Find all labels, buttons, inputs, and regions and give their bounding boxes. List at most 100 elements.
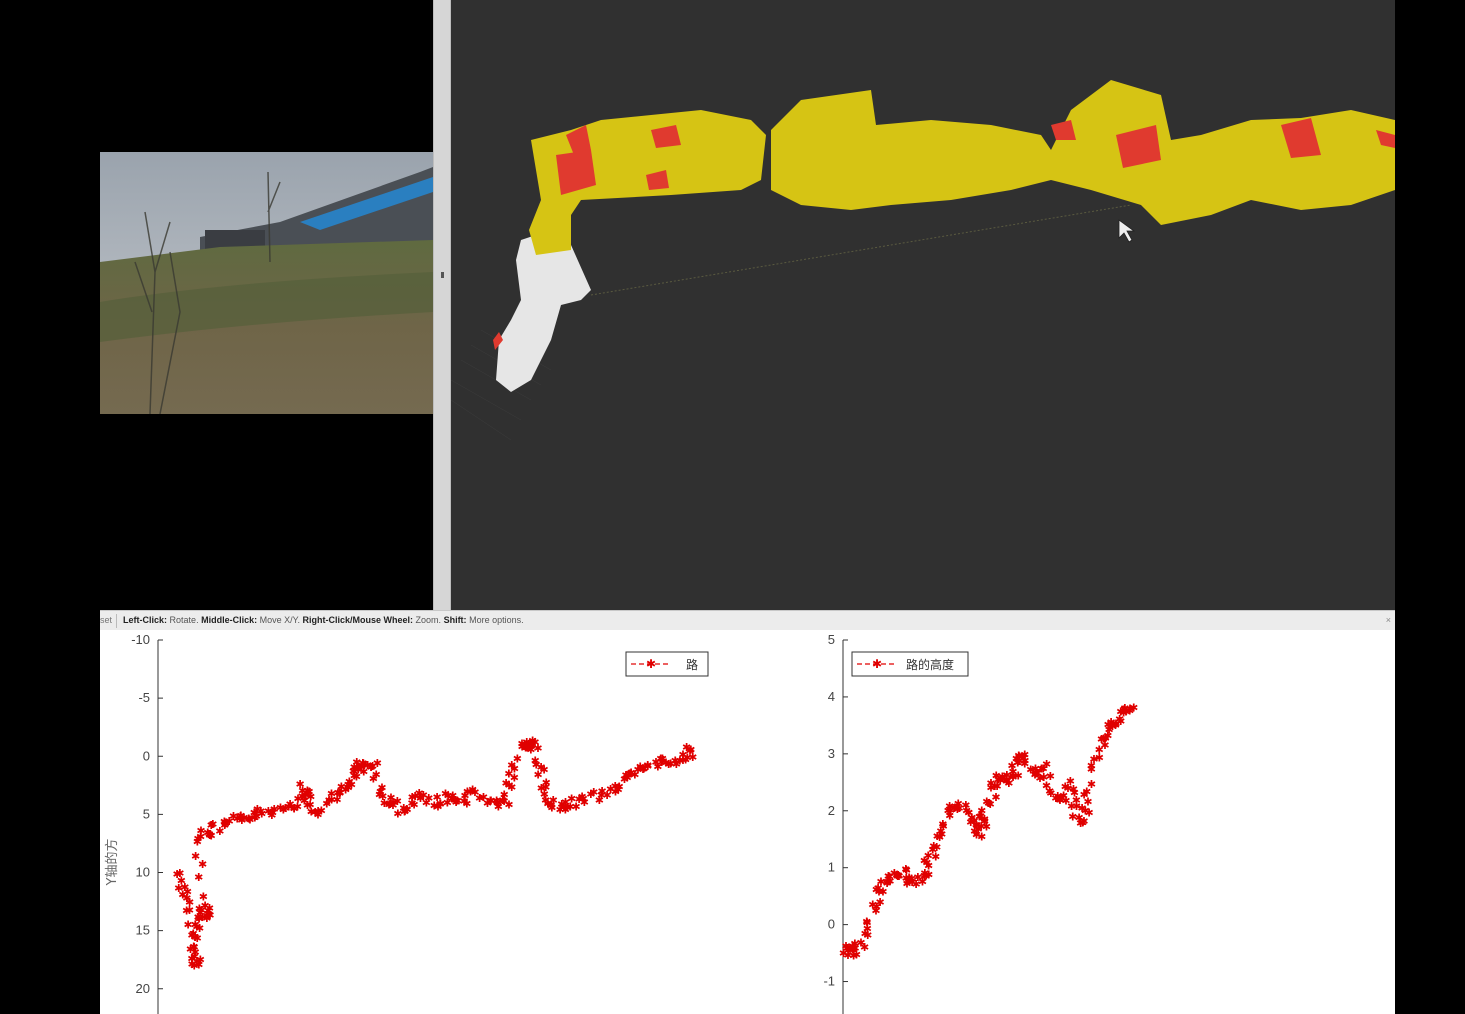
data-point: ✱ [533,743,542,755]
close-icon[interactable]: × [1385,615,1391,625]
data-point: ✱ [571,802,580,814]
data-point: ✱ [1089,754,1098,766]
data-point: ✱ [848,941,857,953]
data-point: ✱ [344,783,353,795]
data-point: ✱ [1129,702,1138,714]
data-point: ✱ [350,770,359,782]
data-point: ✱ [672,759,681,771]
data-point: ✱ [204,909,213,921]
data-point: ✱ [954,799,963,811]
data-point: ✱ [205,830,214,842]
data-point: ✱ [638,764,647,776]
rviz-3d-viewport[interactable] [451,0,1395,610]
data-point: ✱ [643,760,652,772]
data-point: ✱ [953,804,962,816]
data-point: ✱ [1099,734,1108,746]
data-point: ✱ [1008,770,1017,782]
data-point: ✱ [475,793,484,805]
data-point: ✱ [187,954,196,966]
data-point: ✱ [343,779,352,791]
data-point: ✱ [653,762,662,774]
data-point: ✱ [186,944,195,956]
data-point: ✱ [522,737,531,749]
data-point: ✱ [306,792,315,804]
data-point: ✱ [337,781,346,793]
data-point: ✱ [872,901,881,913]
data-point: ✱ [486,796,495,808]
data-point: ✱ [1020,759,1029,771]
data-point: ✱ [376,786,385,798]
data-point: ✱ [299,792,308,804]
data-point: ✱ [543,798,552,810]
data-point: ✱ [363,760,372,772]
data-point: ✱ [1015,756,1024,768]
data-point: ✱ [510,763,519,775]
data-point: ✱ [528,736,537,748]
data-point: ✱ [197,905,206,917]
data-point: ✱ [303,800,312,812]
data-point: ✱ [393,808,402,820]
splitter-grip[interactable] [441,272,444,278]
panel-splitter[interactable] [433,0,451,610]
data-point: ✱ [367,762,376,774]
data-point: ✱ [290,803,299,815]
data-point: ✱ [229,811,238,823]
data-point: ✱ [359,767,368,779]
data-point: ✱ [357,762,366,774]
data-point: ✱ [173,869,182,881]
data-point: ✱ [187,959,196,971]
data-point: ✱ [190,942,199,954]
data-point: ✱ [685,745,694,757]
data-point: ✱ [189,941,198,953]
data-point: ✱ [1032,768,1041,780]
data-point: ✱ [1067,801,1076,813]
data-point: ✱ [1037,764,1046,776]
data-point: ✱ [863,924,872,936]
data-point: ✱ [411,791,420,803]
data-point: ✱ [225,816,234,828]
data-point: ✱ [938,819,947,831]
data-point: ✱ [549,795,558,807]
data-point: ✱ [540,789,549,801]
data-point: ✱ [878,887,887,899]
data-point: ✱ [517,738,526,750]
data-point: ✱ [462,798,471,810]
data-point: ✱ [523,743,532,755]
data-point: ✱ [936,826,945,838]
data-point: ✱ [408,792,417,804]
data-point: ✱ [301,790,310,802]
legend-marker: ✱ [872,657,882,671]
data-point: ✱ [1063,783,1072,795]
status-separator [116,613,118,628]
data-point: ✱ [625,768,634,780]
data-point: ✱ [486,795,495,807]
y-tick-label: 15 [136,923,150,938]
data-point: ✱ [298,786,307,798]
y-tick-label: 0 [143,748,150,763]
data-point: ✱ [359,758,368,770]
map-white-segment [496,230,591,392]
data-point: ✱ [221,818,230,830]
data-point: ✱ [574,794,583,806]
data-point: ✱ [1031,763,1040,775]
data-point: ✱ [905,874,914,886]
data-point: ✱ [311,807,320,819]
data-point: ✱ [180,882,189,894]
data-point: ✱ [630,770,639,782]
viewport-status-bar: set Left-Click: Rotate. Middle-Click: Mov… [100,610,1395,630]
data-point: ✱ [305,800,314,812]
data-point: ✱ [257,808,266,820]
data-point: ✱ [982,822,991,834]
reset-button[interactable]: set [100,615,113,625]
y-tick-label: 2 [828,803,835,818]
data-point: ✱ [975,812,984,824]
data-point: ✱ [567,794,576,806]
data-point: ✱ [419,790,428,802]
data-point: ✱ [1002,774,1011,786]
data-point: ✱ [335,788,344,800]
data-point: ✱ [183,887,192,899]
data-point: ✱ [400,807,409,819]
data-point: ✱ [353,762,362,774]
data-point: ✱ [597,790,606,802]
data-point: ✱ [1008,767,1017,779]
